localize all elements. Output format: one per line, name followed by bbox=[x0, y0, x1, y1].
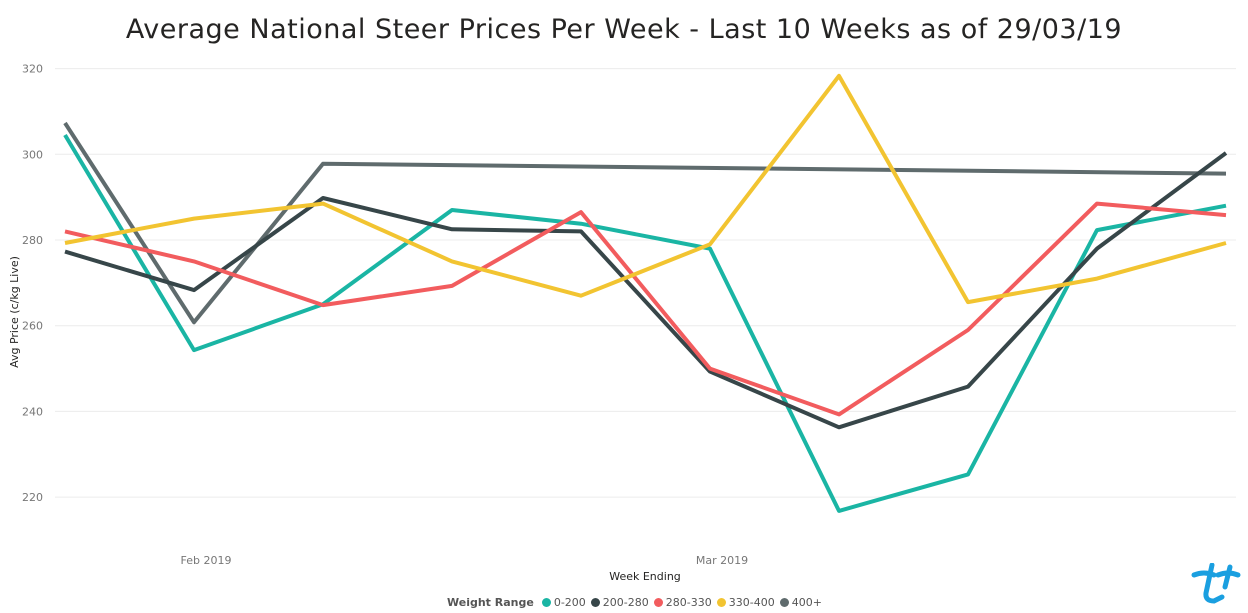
brand-logo-icon bbox=[1191, 563, 1241, 604]
legend-title: Weight Range bbox=[447, 595, 534, 609]
y-axis-title: Avg Price (c/kg Live) bbox=[8, 256, 21, 368]
series-line-0-200 bbox=[63, 133, 1227, 513]
legend-marker-icon bbox=[590, 597, 600, 607]
y-axis-ticks: 220 240 260 280 300 320 bbox=[22, 63, 43, 505]
legend-marker-icon bbox=[716, 597, 726, 607]
legend: Weight Range 0-200 200-280 280-330 330-400 4… bbox=[447, 594, 827, 610]
legend-item[interactable]: 200-280 bbox=[590, 595, 649, 609]
chart-title: Average National Steer Prices Per Week -… bbox=[125, 14, 1123, 45]
x-tick-label: Feb 2019 bbox=[181, 554, 232, 567]
y-tick-label: 240 bbox=[22, 405, 43, 418]
series-line-280-330 bbox=[64, 201, 1227, 417]
legend-label: 400+ bbox=[791, 595, 822, 609]
legend-items: 0-200 200-280 280-330 330-400 400+ bbox=[541, 595, 827, 609]
legend-label: 330-400 bbox=[728, 595, 775, 609]
y-tick-label: 300 bbox=[22, 148, 43, 161]
legend-label: 0-200 bbox=[553, 595, 586, 609]
legend-marker-icon bbox=[779, 597, 789, 607]
x-tick-label: Mar 2019 bbox=[696, 554, 748, 567]
x-axis-ticks: Feb 2019 Mar 2019 bbox=[181, 554, 749, 567]
legend-marker-icon bbox=[541, 597, 551, 607]
gridlines bbox=[55, 68, 1236, 498]
legend-marker-icon bbox=[653, 597, 663, 607]
y-tick-label: 280 bbox=[22, 234, 43, 247]
y-tick-label: 220 bbox=[22, 491, 43, 504]
legend-item[interactable]: 280-330 bbox=[653, 595, 712, 609]
y-tick-label: 320 bbox=[22, 63, 43, 76]
series-line-330-400 bbox=[64, 73, 1227, 305]
legend-label: 280-330 bbox=[665, 595, 712, 609]
series-lines bbox=[63, 73, 1228, 513]
legend-label: 200-280 bbox=[602, 595, 649, 609]
x-axis-title: Week Ending bbox=[609, 570, 681, 583]
legend-item[interactable]: 330-400 bbox=[716, 595, 775, 609]
legend-item[interactable]: 0-200 bbox=[541, 595, 586, 609]
legend-item[interactable]: 400+ bbox=[779, 595, 822, 609]
y-tick-label: 260 bbox=[22, 320, 43, 333]
series-line-200-280 bbox=[64, 151, 1228, 430]
